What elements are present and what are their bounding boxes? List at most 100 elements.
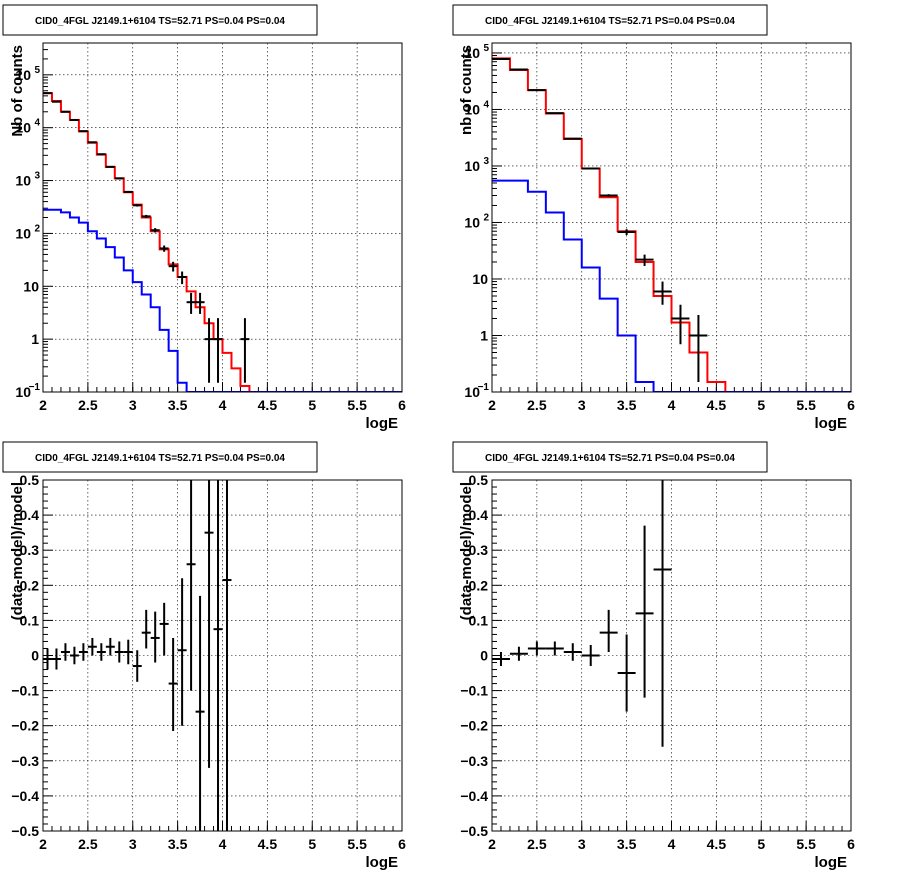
data-point bbox=[69, 646, 79, 665]
data-point bbox=[186, 480, 196, 691]
y-tick-label: −0.2 bbox=[460, 718, 488, 734]
plot-frame bbox=[491, 479, 852, 832]
y-tick-label: 0.3 bbox=[469, 542, 489, 558]
y-tick-exponent: 5 bbox=[34, 65, 40, 76]
data-point bbox=[222, 480, 232, 831]
x-tick-label: 3 bbox=[129, 397, 137, 413]
x-tick-label: 2 bbox=[39, 836, 47, 852]
x-tick-label: 5 bbox=[757, 836, 765, 852]
chart-title-box bbox=[2, 441, 318, 473]
data-point bbox=[617, 229, 636, 236]
y-tick-label: 0 bbox=[31, 648, 39, 664]
chart-title: CID0_4FGL J2149.1+6104 TS=52.71 PS=0.04 … bbox=[35, 16, 285, 27]
data-point bbox=[653, 480, 672, 747]
x-tick-label: 6 bbox=[847, 397, 855, 413]
data-point bbox=[671, 304, 690, 345]
y-tick-exponent: 2 bbox=[483, 212, 489, 223]
x-tick-label: 3.5 bbox=[617, 836, 637, 852]
x-tick-label: 4 bbox=[219, 397, 227, 413]
y-tick-label: 10 bbox=[464, 158, 480, 174]
data-point bbox=[635, 525, 654, 698]
data-point bbox=[123, 639, 133, 665]
data-point bbox=[581, 167, 600, 170]
plot-area bbox=[492, 57, 851, 392]
data-point bbox=[545, 641, 564, 656]
x-tick-label: 3 bbox=[578, 836, 586, 852]
data-point bbox=[96, 643, 106, 661]
data-point bbox=[87, 637, 97, 656]
data-point bbox=[563, 137, 582, 140]
data-point bbox=[581, 644, 600, 667]
plot-area bbox=[43, 480, 232, 831]
data-point bbox=[60, 643, 70, 661]
data-point bbox=[599, 194, 618, 197]
y-tick-label: −0.4 bbox=[460, 788, 488, 804]
x-tick-label: 2.5 bbox=[527, 397, 547, 413]
x-tick-label: 3.5 bbox=[168, 397, 188, 413]
data-point bbox=[177, 578, 187, 726]
x-tick-label: 2 bbox=[39, 397, 47, 413]
x-tick-label: 2.5 bbox=[527, 836, 547, 852]
y-tick-label: −0.3 bbox=[460, 753, 488, 769]
y-tick-label: 10 bbox=[464, 101, 480, 117]
y-tick-exponent: 3 bbox=[34, 171, 40, 182]
series-line-blue bbox=[492, 179, 851, 392]
y-tick-exponent: 4 bbox=[483, 99, 489, 110]
data-point bbox=[105, 165, 115, 168]
data-point bbox=[213, 318, 223, 383]
plot-frame bbox=[491, 42, 852, 393]
data-point bbox=[689, 315, 708, 383]
x-tick-label: 5 bbox=[308, 397, 316, 413]
y-tick-label: 1 bbox=[480, 327, 488, 343]
data-point bbox=[123, 190, 133, 193]
data-point bbox=[159, 245, 169, 252]
x-tick-label: 4.5 bbox=[258, 397, 278, 413]
y-axis-title: (data-model)/model bbox=[458, 482, 475, 620]
data-point bbox=[51, 648, 61, 670]
x-tick-label: 5.5 bbox=[347, 836, 367, 852]
y-tick-label: 0 bbox=[480, 648, 488, 664]
x-tick-label: 3 bbox=[578, 397, 586, 413]
x-axis-title: logE bbox=[366, 415, 399, 432]
data-point bbox=[141, 214, 151, 218]
data-point bbox=[150, 611, 160, 663]
data-point bbox=[132, 650, 142, 682]
data-point bbox=[653, 281, 672, 305]
plot-area bbox=[492, 480, 672, 747]
y-tick-label: 0.2 bbox=[469, 577, 489, 593]
y-tick-label: 10 bbox=[15, 225, 31, 241]
data-point bbox=[635, 254, 654, 266]
y-tick-exponent: −1 bbox=[478, 382, 490, 393]
y-tick-label: 10 bbox=[464, 45, 480, 61]
y-tick-label: 10 bbox=[15, 120, 31, 136]
x-tick-label: 4.5 bbox=[258, 836, 278, 852]
y-tick-label: 0.5 bbox=[20, 472, 40, 488]
data-point bbox=[492, 651, 510, 667]
series-line-blue bbox=[43, 208, 402, 392]
chart-title: CID0_4FGL J2149.1+6104 TS=52.71 PS=0.04 … bbox=[485, 16, 735, 27]
data-point bbox=[114, 177, 124, 180]
chart-panel-top-right: CID0_4FGL J2149.1+6104 TS=52.71 PS=0.04 … bbox=[452, 4, 855, 432]
chart-panel-bottom-right: CID0_4FGL J2149.1+6104 TS=52.71 PS=0.04 … bbox=[452, 441, 855, 871]
chart-panel-top-left: CID0_4FGL J2149.1+6104 TS=52.71 PS=0.04 … bbox=[2, 4, 406, 432]
data-point bbox=[78, 643, 88, 661]
chart-title-box bbox=[452, 441, 768, 473]
y-tick-label: −0.1 bbox=[11, 683, 39, 699]
data-point bbox=[204, 318, 214, 383]
data-point bbox=[78, 130, 88, 133]
data-point bbox=[168, 261, 178, 272]
data-point bbox=[87, 141, 97, 144]
data-point bbox=[213, 480, 223, 831]
y-tick-label: 10 bbox=[15, 173, 31, 189]
plot-area bbox=[43, 92, 402, 392]
y-tick-label: 10 bbox=[15, 67, 31, 83]
y-tick-label: 10 bbox=[464, 384, 480, 400]
x-tick-label: 5 bbox=[308, 836, 316, 852]
y-tick-exponent: 4 bbox=[34, 118, 40, 129]
data-point bbox=[96, 153, 106, 156]
x-tick-label: 2.5 bbox=[78, 836, 98, 852]
data-point bbox=[186, 292, 196, 314]
x-tick-label: 3.5 bbox=[617, 397, 637, 413]
x-tick-label: 5 bbox=[757, 397, 765, 413]
